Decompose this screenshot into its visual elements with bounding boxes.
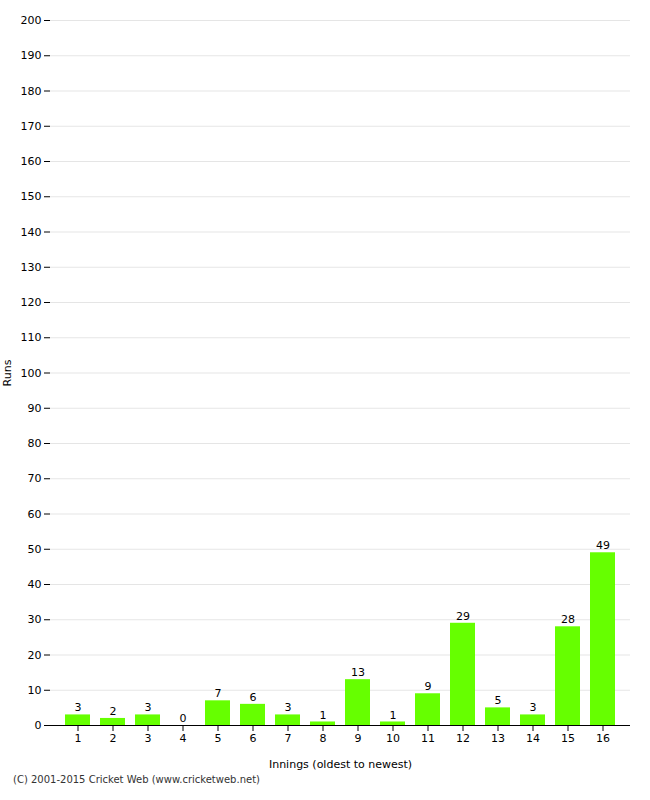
svg-text:160: 160	[21, 155, 42, 168]
svg-text:140: 140	[21, 226, 42, 239]
svg-text:13: 13	[491, 732, 505, 745]
svg-text:0: 0	[35, 719, 42, 732]
svg-text:5: 5	[215, 732, 222, 745]
svg-text:40: 40	[28, 578, 42, 591]
svg-text:3: 3	[285, 701, 292, 714]
svg-text:0: 0	[180, 712, 187, 725]
svg-text:110: 110	[21, 331, 42, 344]
svg-text:28: 28	[561, 613, 575, 626]
svg-text:3: 3	[145, 732, 152, 745]
svg-text:90: 90	[28, 402, 42, 415]
svg-text:1: 1	[75, 732, 82, 745]
svg-text:3: 3	[530, 701, 537, 714]
svg-text:14: 14	[526, 732, 540, 745]
svg-text:150: 150	[21, 190, 42, 203]
svg-text:190: 190	[21, 49, 42, 62]
svg-text:70: 70	[28, 472, 42, 485]
svg-text:Runs: Runs	[1, 359, 14, 386]
svg-text:170: 170	[21, 120, 42, 133]
svg-text:10: 10	[386, 732, 400, 745]
html-text:(C) 2001-2015 Cricket Web (www: (C) 2001-2015 Cricket Web (www.cricketwe…	[13, 774, 260, 785]
svg-text:3: 3	[145, 701, 152, 714]
svg-text:11: 11	[421, 732, 435, 745]
svg-text:Innings (oldest to newest): Innings (oldest to newest)	[269, 758, 412, 771]
svg-text:130: 130	[21, 261, 42, 274]
svg-text:4: 4	[180, 732, 187, 745]
svg-text:7: 7	[285, 732, 292, 745]
svg-text:29: 29	[456, 610, 470, 623]
svg-text:49: 49	[596, 539, 610, 552]
svg-text:100: 100	[21, 367, 42, 380]
svg-text:9: 9	[425, 680, 432, 693]
svg-text:10: 10	[28, 684, 42, 697]
svg-text:1: 1	[320, 708, 327, 721]
svg-text:180: 180	[21, 85, 42, 98]
svg-text:80: 80	[28, 437, 42, 450]
svg-text:1: 1	[390, 708, 397, 721]
svg-text:30: 30	[28, 613, 42, 626]
svg-text:9: 9	[355, 732, 362, 745]
svg-text:3: 3	[75, 701, 82, 714]
svg-text:7: 7	[215, 687, 222, 700]
svg-text:12: 12	[456, 732, 470, 745]
svg-text:60: 60	[28, 508, 42, 521]
svg-text:50: 50	[28, 543, 42, 556]
svg-text:120: 120	[21, 296, 42, 309]
svg-text:2: 2	[110, 705, 117, 718]
svg-text:20: 20	[28, 649, 42, 662]
svg-text:5: 5	[495, 694, 502, 707]
svg-text:6: 6	[250, 732, 257, 745]
svg-text:15: 15	[561, 732, 575, 745]
svg-text:13: 13	[351, 666, 365, 679]
svg-text:2: 2	[110, 732, 117, 745]
svg-text:6: 6	[250, 691, 257, 704]
svg-text:16: 16	[596, 732, 610, 745]
svg-text:8: 8	[320, 732, 327, 745]
svg-text:200: 200	[21, 14, 42, 27]
